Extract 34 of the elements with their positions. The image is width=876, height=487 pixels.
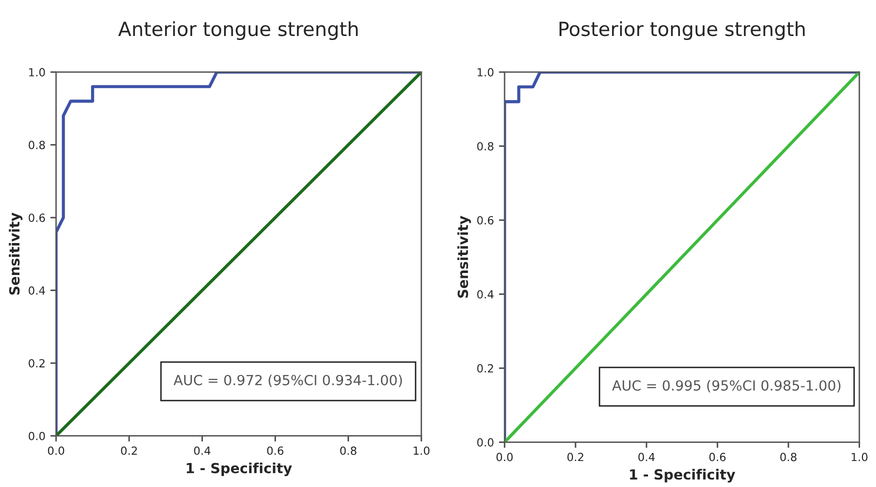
x-tick-label: 1.0 bbox=[414, 446, 430, 455]
annotation: AUC = 0.995 (95%CI 0.985-1.00) bbox=[612, 380, 840, 392]
annotation: AUC = 0.972 (95%CI 0.934-1.00) bbox=[174, 374, 402, 387]
line-series bbox=[56, 72, 422, 436]
x-tick-label: 0.0 bbox=[496, 452, 513, 462]
y-tick-label: 0.4 bbox=[28, 286, 46, 295]
y-tick-label: 0.2 bbox=[28, 359, 45, 368]
x-tick-label: 0.8 bbox=[780, 452, 796, 462]
y-tick-label: 0.6 bbox=[28, 214, 45, 222]
x-axis-title: 1 - Specificity bbox=[186, 462, 292, 476]
y-axis-title: Sensitivity bbox=[457, 216, 471, 298]
y-tick-label: 0.8 bbox=[477, 142, 494, 150]
x-tick-label: 0.4 bbox=[194, 446, 210, 455]
x-tick-label: 0.2 bbox=[121, 446, 137, 455]
y-tick-label: 0.0 bbox=[477, 438, 494, 447]
chart-title: Anterior tongue strength bbox=[118, 21, 358, 40]
x-tick-label: 0.8 bbox=[340, 446, 356, 455]
x-tick-label: 0.2 bbox=[567, 452, 584, 462]
y-tick-label: 0.6 bbox=[477, 216, 494, 225]
y-tick-label: 0.2 bbox=[477, 364, 494, 373]
x-axis-title: 1 - Specificity bbox=[630, 468, 736, 482]
y-tick-label: 0.8 bbox=[28, 140, 45, 150]
chart-title: Posterior tongue strength bbox=[560, 21, 805, 40]
y-tick-label: 1.0 bbox=[29, 68, 45, 76]
x-tick-label: 0.0 bbox=[48, 446, 64, 455]
x-tick-label: 0.4 bbox=[638, 452, 655, 462]
y-axis-title: Sensitivity bbox=[8, 212, 22, 295]
x-tick-label: 0.6 bbox=[709, 452, 726, 462]
y-tick-label: 0.0 bbox=[28, 432, 45, 440]
x-tick-label: 1.0 bbox=[852, 452, 868, 462]
line-series bbox=[504, 72, 860, 442]
y-tick-label: 1.0 bbox=[478, 68, 494, 76]
y-tick-label: 0.4 bbox=[477, 290, 494, 299]
x-tick-label: 0.6 bbox=[267, 446, 284, 455]
